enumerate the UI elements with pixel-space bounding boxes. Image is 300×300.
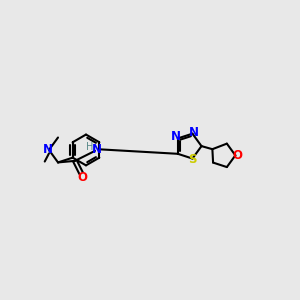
Text: S: S — [188, 153, 197, 166]
Text: N: N — [92, 143, 101, 156]
Text: N: N — [189, 126, 199, 139]
Text: N: N — [171, 130, 181, 143]
Text: H: H — [86, 142, 93, 152]
Text: O: O — [233, 149, 243, 162]
Text: N: N — [43, 143, 53, 157]
Text: O: O — [77, 170, 87, 184]
